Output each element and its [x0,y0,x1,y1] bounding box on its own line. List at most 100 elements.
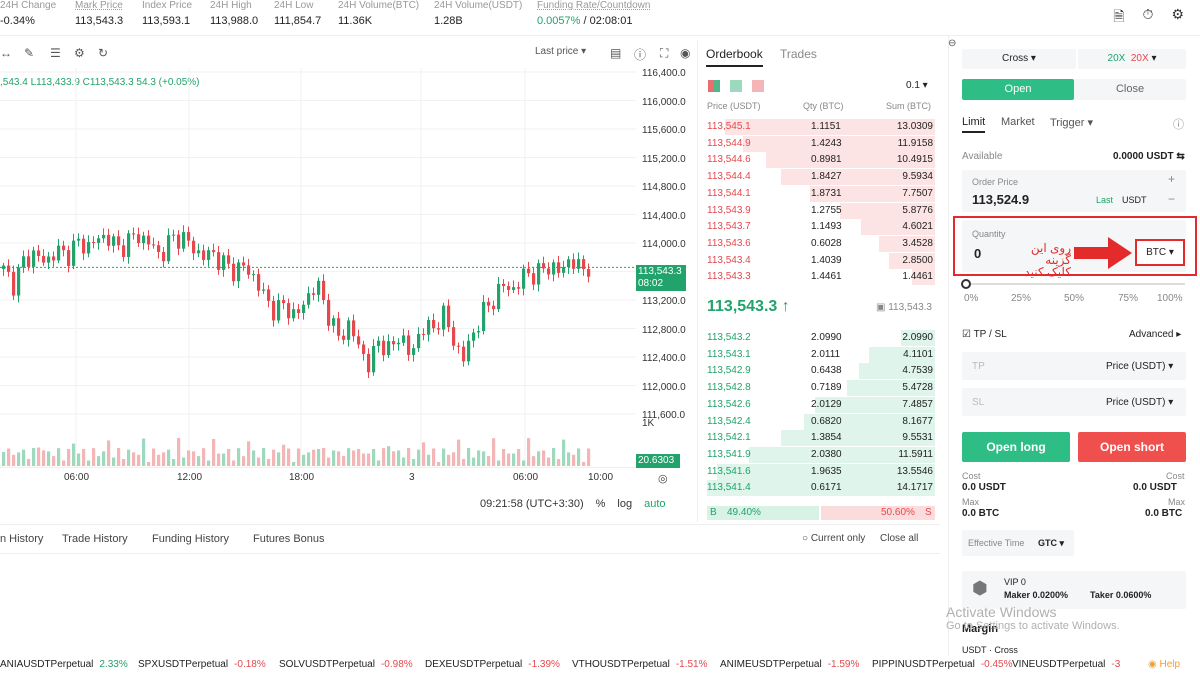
tab-order-history[interactable]: n History [0,533,44,545]
ask-row[interactable]: 113,544.9 1.4243 11.9158 [707,135,935,152]
tab-funding-history[interactable]: Funding History [152,533,230,545]
bid-row[interactable]: 113,543.2 2.0990 2.0990 [707,330,935,346]
tab-futures-bonus[interactable]: Futures Bonus [253,533,325,545]
candle-body [167,235,171,262]
effective-time-select[interactable]: Effective Time GTC ▾ [962,530,1074,556]
fullscreen-icon[interactable]: ⛶ [660,46,669,60]
ticker-item[interactable]: SPXUSDTPerpetual -0.18% [138,659,266,670]
tab-trades[interactable]: Trades [780,47,817,61]
ticker-item[interactable]: VTHOUSDTPerpetual -1.51% [572,659,708,670]
bid-row[interactable]: 113,542.1 1.3854 9.5531 [707,430,935,447]
ask-row[interactable]: 113,543.7 1.1493 4.6021 [707,219,935,236]
ticker-item[interactable]: PIPPINUSDTPerpetual -0.45% [872,659,1013,670]
tpsl-toggle[interactable]: ☑ TP / SL [962,329,1007,340]
ask-row[interactable]: 113,544.4 1.8427 9.5934 [707,169,935,186]
slider-mark-100[interactable]: 100% [1157,293,1183,304]
open-short-button[interactable]: Open short [1078,432,1186,462]
ask-row[interactable]: 113,544.1 1.8731 7.7507 [707,185,935,202]
ticker-item[interactable]: VINEUSDTPerpetual -3 [1012,659,1120,670]
asks-only-icon[interactable] [752,80,764,92]
tab-trade-history[interactable]: Trade History [62,533,128,545]
slider-mark-50[interactable]: 50% [1064,293,1085,304]
gear-icon[interactable]: ⚙ [74,46,85,60]
compare-icon[interactable]: ↔ [0,46,12,60]
stopwatch-icon[interactable]: ⏱ [1142,6,1154,22]
precision-select[interactable]: 0.1 ▾ [906,80,928,91]
sl-field[interactable]: SL Price (USDT) ▾ [962,388,1186,416]
ask-row[interactable]: 113,543.3 1.4461 1.4461 [707,269,935,286]
bid-row[interactable]: 113,541.6 1.9635 13.5546 [707,463,935,480]
current-only-toggle[interactable]: ○ Current only [802,533,866,544]
buy-ratio: 49.40% [727,507,761,518]
help-link[interactable]: ◉ Help [1148,659,1180,670]
bid-row[interactable]: 113,542.8 0.7189 5.4728 [707,380,935,397]
quantity-slider[interactable] [965,283,1185,285]
sl-unit-select[interactable]: Price (USDT) ▾ [1106,397,1174,408]
order-type-limit[interactable]: Limit [962,116,986,133]
bid-row[interactable]: 113,541.4 0.6171 14.1717 [707,480,935,497]
tab-orderbook[interactable]: Orderbook [706,47,763,67]
ticker-item[interactable]: ANIAUSDTPerpetual 2.33% [0,659,128,670]
open-tab-button[interactable]: Open [962,79,1074,100]
close-tab-button[interactable]: Close [1074,79,1186,100]
replay-icon[interactable]: ↻ [98,46,109,60]
stat-funding-rate[interactable]: Funding Rate/Countdown 0.0057% / 02:08:0… [537,0,650,28]
camera-icon[interactable]: ◉ [680,46,691,60]
bid-row[interactable]: 113,541.9 2.0380 11.5911 [707,446,935,463]
leverage-select[interactable]: 20X 20X ▾ [1078,49,1186,69]
auto-scale-button[interactable]: auto [644,498,666,510]
ask-row[interactable]: 113,543.6 0.6028 3.4528 [707,235,935,252]
bid-row[interactable]: 113,543.1 2.0111 4.1101 [707,346,935,363]
ticker-item[interactable]: ANIMEUSDTPerpetual -1.59% [720,659,859,670]
indicators-icon[interactable]: ☰ [50,46,61,60]
ticker-item[interactable]: SOLVUSDTPerpetual -0.98% [279,659,413,670]
quantity-unit-select[interactable]: BTC ▾ [1135,239,1185,266]
slider-handle[interactable] [961,279,971,289]
last-price-button[interactable]: Last [1096,195,1114,205]
decrement-icon[interactable]: − [1168,192,1176,206]
ask-row[interactable]: 113,544.6 0.8981 10.4915 [707,152,935,169]
candlestick-chart[interactable] [0,68,636,468]
log-scale-button[interactable]: log [617,498,633,510]
order-price-field[interactable]: Order Price 113,524.9 Last USDT + − [962,170,1186,212]
increment-icon[interactable]: + [1168,172,1176,186]
info-icon[interactable]: ⓘ [634,48,647,62]
candle-body [152,244,156,246]
order-type-market[interactable]: Market [1001,116,1035,128]
order-type-trigger[interactable]: Trigger ▾ [1050,117,1094,129]
draw-icon[interactable]: ✎ [24,46,35,60]
transfer-icon[interactable]: ⇆ [1176,151,1185,162]
bids-only-icon[interactable] [730,80,742,92]
volume-bar [17,452,21,466]
tp-field[interactable]: TP Price (USDT) ▾ [962,352,1186,380]
volume-bar [367,453,371,466]
both-sides-icon[interactable] [708,80,720,92]
info-icon[interactable]: ⓘ [1173,119,1184,131]
ask-row[interactable]: 113,545.1 1.1151 13.0309 [707,119,935,135]
open-long-button[interactable]: Open long [962,432,1070,462]
row-price: 113,543.4 [707,254,751,266]
ticker-item[interactable]: DEXEUSDTPerpetual -1.39% [425,659,560,670]
slider-mark-25[interactable]: 25% [1011,293,1032,304]
ask-row[interactable]: 113,543.4 1.4039 2.8500 [707,252,935,269]
collapse-icon[interactable]: ⊖ [948,38,957,49]
tp-unit-select[interactable]: Price (USDT) ▾ [1106,361,1174,372]
advanced-link[interactable]: Advanced ▸ [1129,329,1182,340]
bid-row[interactable]: 113,542.4 0.6820 8.1677 [707,413,935,430]
slider-mark-0[interactable]: 0% [964,293,979,304]
close-all-button[interactable]: Close all [880,533,919,544]
bid-row[interactable]: 113,542.6 2.0129 7.4857 [707,396,935,413]
candle-body [462,346,466,362]
candle-body [397,342,401,345]
margin-mode-select[interactable]: Cross ▾ [962,49,1076,69]
slider-mark-75[interactable]: 75% [1118,293,1139,304]
percent-scale-button[interactable]: % [595,498,606,510]
document-icon[interactable]: 🗎 [1113,8,1125,24]
settings-icon[interactable]: ⚙ [1171,6,1184,22]
bid-row[interactable]: 113,542.9 0.6438 4.7539 [707,363,935,380]
ask-row[interactable]: 113,543.9 1.2755 5.8776 [707,202,935,219]
chat-icon[interactable]: ▤ [610,46,622,60]
stat-mark-price[interactable]: Mark Price 113,543.3 [75,0,123,28]
price-mode-select[interactable]: Last price ▾ [535,46,587,57]
chart-settings-icon[interactable]: ◎ [658,473,668,485]
